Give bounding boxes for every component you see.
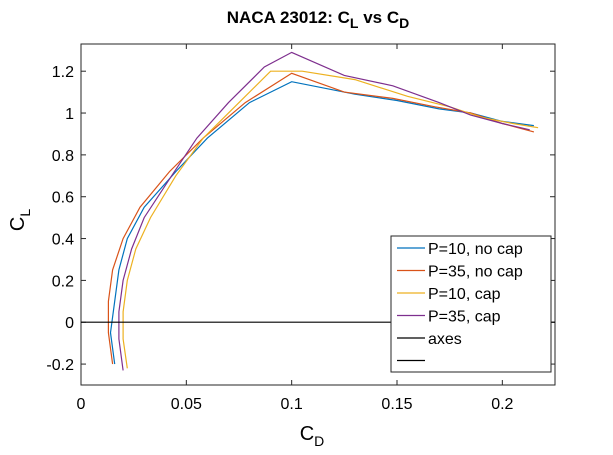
series-line-p-10-cap [122,70,539,369]
series-line-p-10-no-cap [109,81,534,365]
y-tick-label: 0.6 [52,190,74,207]
y-axis-label-sub: L [17,209,33,217]
legend-label: P=10, cap [428,286,501,303]
chart-title: NACA 23012: CL vs CD [227,8,409,31]
y-tick-label: 1.2 [52,64,74,81]
series-line-p-35-no-cap [107,72,535,365]
legend: P=10, no cap P=35, no cap P=10, cap P=35, c… [390,235,552,373]
x-tick-label: 0.05 [171,396,202,413]
series-group [81,51,555,371]
axis-ticks: 0 0.05 0.1 0.15 0.2 -0.2 0 0.2 0.4 0.6 0.8 1 1.2 [46,44,555,413]
legend-label: axes [428,331,462,348]
x-tick-label: 0 [77,396,86,413]
legend-label: P=35, cap [428,309,501,326]
x-axis-label-sub: D [314,433,324,449]
chart-title-mid: vs C [358,8,399,27]
legend-box [390,235,552,373]
y-axis-label: CL [7,209,33,231]
y-tick-label: 0.4 [52,232,74,249]
y-axis-label-main: C [7,217,29,231]
chart-title-sub2: D [399,15,409,31]
x-axis-label: CD [300,423,325,449]
y-tick-label: 0.2 [52,273,74,290]
chart-title-main: NACA 23012: C [227,8,350,27]
chart-title-sub1: L [350,15,359,31]
y-tick-label: 1 [65,106,74,123]
legend-label: P=35, no cap [428,264,523,281]
y-tick-label: 0.8 [52,148,74,165]
y-tick-label: -0.2 [46,357,74,374]
x-tick-label: 0.2 [491,396,513,413]
x-axis-label-main: C [300,423,314,445]
legend-label: P=10, no cap [428,241,523,258]
x-tick-label: 0.1 [281,396,303,413]
x-tick-label: 0.15 [381,396,412,413]
series-line-p-35-cap [118,51,530,371]
y-tick-label: 0 [65,315,74,332]
